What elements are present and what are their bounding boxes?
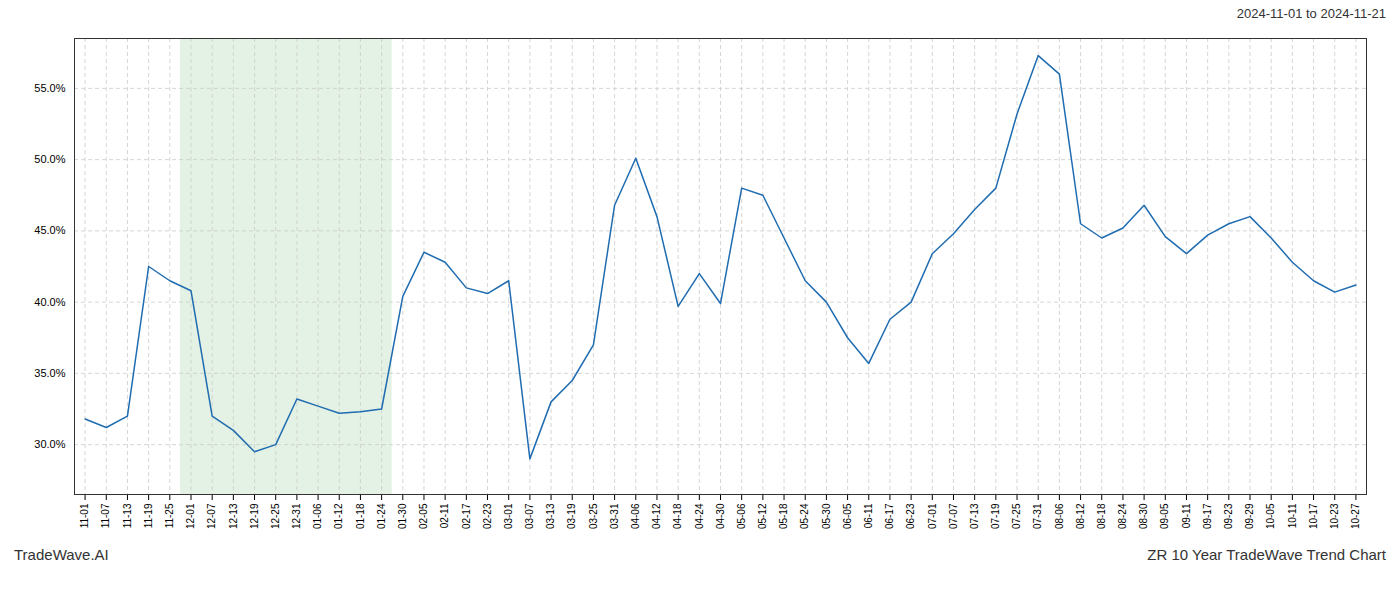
svg-text:08-24: 08-24 [1117, 503, 1128, 529]
svg-text:04-12: 04-12 [651, 503, 662, 529]
svg-text:06-23: 06-23 [905, 503, 916, 529]
svg-text:12-19: 12-19 [249, 503, 260, 529]
svg-text:35.0%: 35.0% [34, 367, 65, 379]
svg-text:10-23: 10-23 [1329, 503, 1340, 529]
svg-text:11-13: 11-13 [122, 503, 133, 528]
svg-text:08-18: 08-18 [1096, 503, 1107, 529]
svg-text:02-23: 02-23 [482, 503, 493, 529]
svg-text:08-30: 08-30 [1138, 503, 1149, 529]
svg-text:05-24: 05-24 [799, 503, 810, 529]
svg-text:04-30: 04-30 [715, 503, 726, 529]
svg-text:03-31: 03-31 [609, 503, 620, 529]
svg-text:07-01: 07-01 [927, 503, 938, 529]
svg-text:07-31: 07-31 [1032, 503, 1043, 529]
svg-text:11-01: 11-01 [79, 503, 90, 528]
svg-text:12-31: 12-31 [291, 503, 302, 529]
svg-text:01-30: 01-30 [397, 503, 408, 529]
svg-text:30.0%: 30.0% [34, 438, 65, 450]
svg-text:09-17: 09-17 [1202, 503, 1213, 529]
svg-text:10-17: 10-17 [1308, 503, 1319, 529]
svg-text:05-18: 05-18 [778, 503, 789, 529]
svg-text:04-18: 04-18 [672, 503, 683, 529]
svg-text:03-13: 03-13 [545, 503, 556, 529]
svg-text:01-06: 01-06 [312, 503, 323, 529]
svg-text:03-01: 03-01 [503, 503, 514, 529]
svg-text:10-05: 10-05 [1265, 503, 1276, 529]
svg-text:06-11: 06-11 [863, 503, 874, 528]
svg-text:09-11: 09-11 [1181, 503, 1192, 528]
html-text:TradeWave.AI: TradeWave.AI [14, 546, 109, 563]
svg-text:55.0%: 55.0% [34, 82, 65, 94]
svg-text:01-18: 01-18 [355, 503, 366, 529]
svg-text:03-07: 03-07 [524, 503, 535, 529]
svg-text:04-24: 04-24 [694, 503, 705, 529]
svg-text:06-05: 06-05 [842, 503, 853, 529]
svg-text:03-19: 03-19 [566, 503, 577, 529]
svg-text:40.0%: 40.0% [34, 296, 65, 308]
svg-text:02-11: 02-11 [439, 503, 450, 528]
svg-text:05-12: 05-12 [757, 503, 768, 529]
svg-text:07-25: 07-25 [1011, 503, 1022, 529]
svg-text:04-06: 04-06 [630, 503, 641, 529]
svg-text:09-23: 09-23 [1223, 503, 1234, 529]
svg-text:11-19: 11-19 [143, 503, 154, 528]
svg-text:02-17: 02-17 [461, 503, 472, 529]
svg-text:11-25: 11-25 [164, 503, 175, 528]
svg-text:10-11: 10-11 [1287, 503, 1298, 528]
svg-text:07-13: 07-13 [969, 503, 980, 529]
svg-text:08-12: 08-12 [1075, 503, 1086, 529]
svg-text:45.0%: 45.0% [34, 224, 65, 236]
svg-text:05-30: 05-30 [821, 503, 832, 529]
svg-text:09-29: 09-29 [1244, 503, 1255, 529]
svg-text:05-06: 05-06 [736, 503, 747, 529]
svg-text:12-01: 12-01 [185, 503, 196, 529]
svg-text:01-12: 01-12 [333, 503, 344, 529]
svg-text:11-07: 11-07 [100, 503, 111, 528]
svg-text:09-05: 09-05 [1159, 503, 1170, 529]
html-text:2024-11-01 to 2024-11-21: 2024-11-01 to 2024-11-21 [1236, 6, 1386, 21]
svg-text:07-19: 07-19 [990, 503, 1001, 529]
svg-text:03-25: 03-25 [588, 503, 599, 529]
svg-text:02-05: 02-05 [418, 503, 429, 529]
svg-text:06-17: 06-17 [884, 503, 895, 529]
svg-text:07-07: 07-07 [948, 503, 959, 529]
html-text:ZR 10 Year TradeWave Trend Cha: ZR 10 Year TradeWave Trend Chart [1147, 546, 1386, 563]
svg-text:50.0%: 50.0% [34, 153, 65, 165]
svg-text:12-13: 12-13 [228, 503, 239, 529]
svg-text:08-06: 08-06 [1054, 503, 1065, 529]
svg-text:12-25: 12-25 [270, 503, 281, 529]
svg-text:10-27: 10-27 [1350, 503, 1361, 529]
svg-text:12-07: 12-07 [206, 503, 217, 529]
svg-text:01-24: 01-24 [376, 503, 387, 529]
